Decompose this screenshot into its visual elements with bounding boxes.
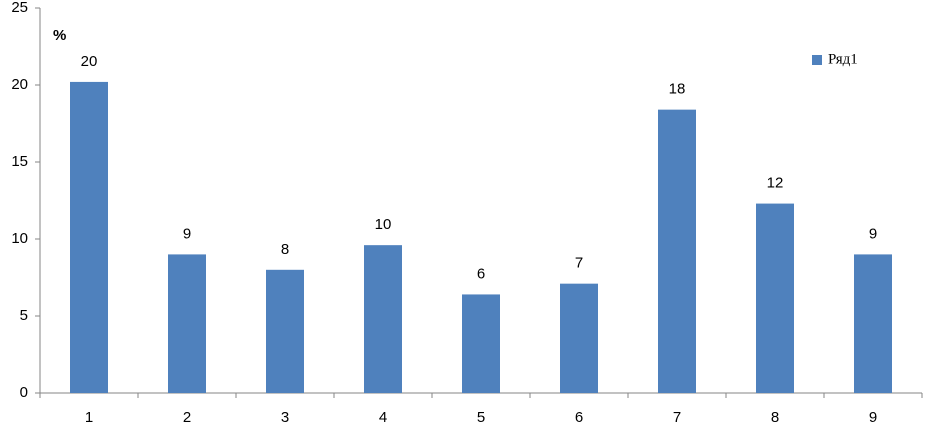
x-tick-label: 7 — [673, 409, 681, 426]
y-tick-label: 10 — [11, 230, 28, 247]
value-label: 6 — [477, 265, 485, 282]
bar — [168, 254, 206, 393]
bar — [658, 109, 696, 393]
legend-label: Ряд1 — [828, 51, 858, 67]
y-tick-label: 25 — [11, 0, 28, 16]
y-tick-label: 15 — [11, 153, 28, 170]
y-tick-label: 5 — [20, 307, 28, 324]
x-tick-label: 8 — [771, 409, 779, 426]
x-tick-label: 2 — [183, 409, 191, 426]
bar — [266, 269, 304, 393]
bar — [756, 203, 794, 393]
value-label: 7 — [575, 255, 583, 272]
value-label: 18 — [669, 81, 686, 98]
bar — [560, 283, 598, 393]
legend-swatch — [812, 55, 822, 65]
bar — [854, 254, 892, 393]
bar — [70, 81, 108, 394]
value-label: 9 — [869, 225, 877, 242]
value-label: 12 — [767, 175, 784, 192]
bar — [364, 245, 402, 393]
y-tick-label: 0 — [20, 384, 28, 401]
value-label: 8 — [281, 241, 289, 258]
x-tick-label: 5 — [477, 409, 485, 426]
x-tick-label: 1 — [85, 409, 93, 426]
x-tick-label: 6 — [575, 409, 583, 426]
x-tick-label: 4 — [379, 409, 387, 426]
bar — [462, 294, 500, 393]
value-label: 9 — [183, 225, 191, 242]
unit-annotation: % — [53, 27, 66, 44]
x-tick-label: 3 — [281, 409, 289, 426]
x-tick-label: 9 — [869, 409, 877, 426]
value-label: 20 — [81, 53, 98, 70]
value-label: 10 — [375, 216, 392, 233]
y-tick-label: 20 — [11, 76, 28, 93]
